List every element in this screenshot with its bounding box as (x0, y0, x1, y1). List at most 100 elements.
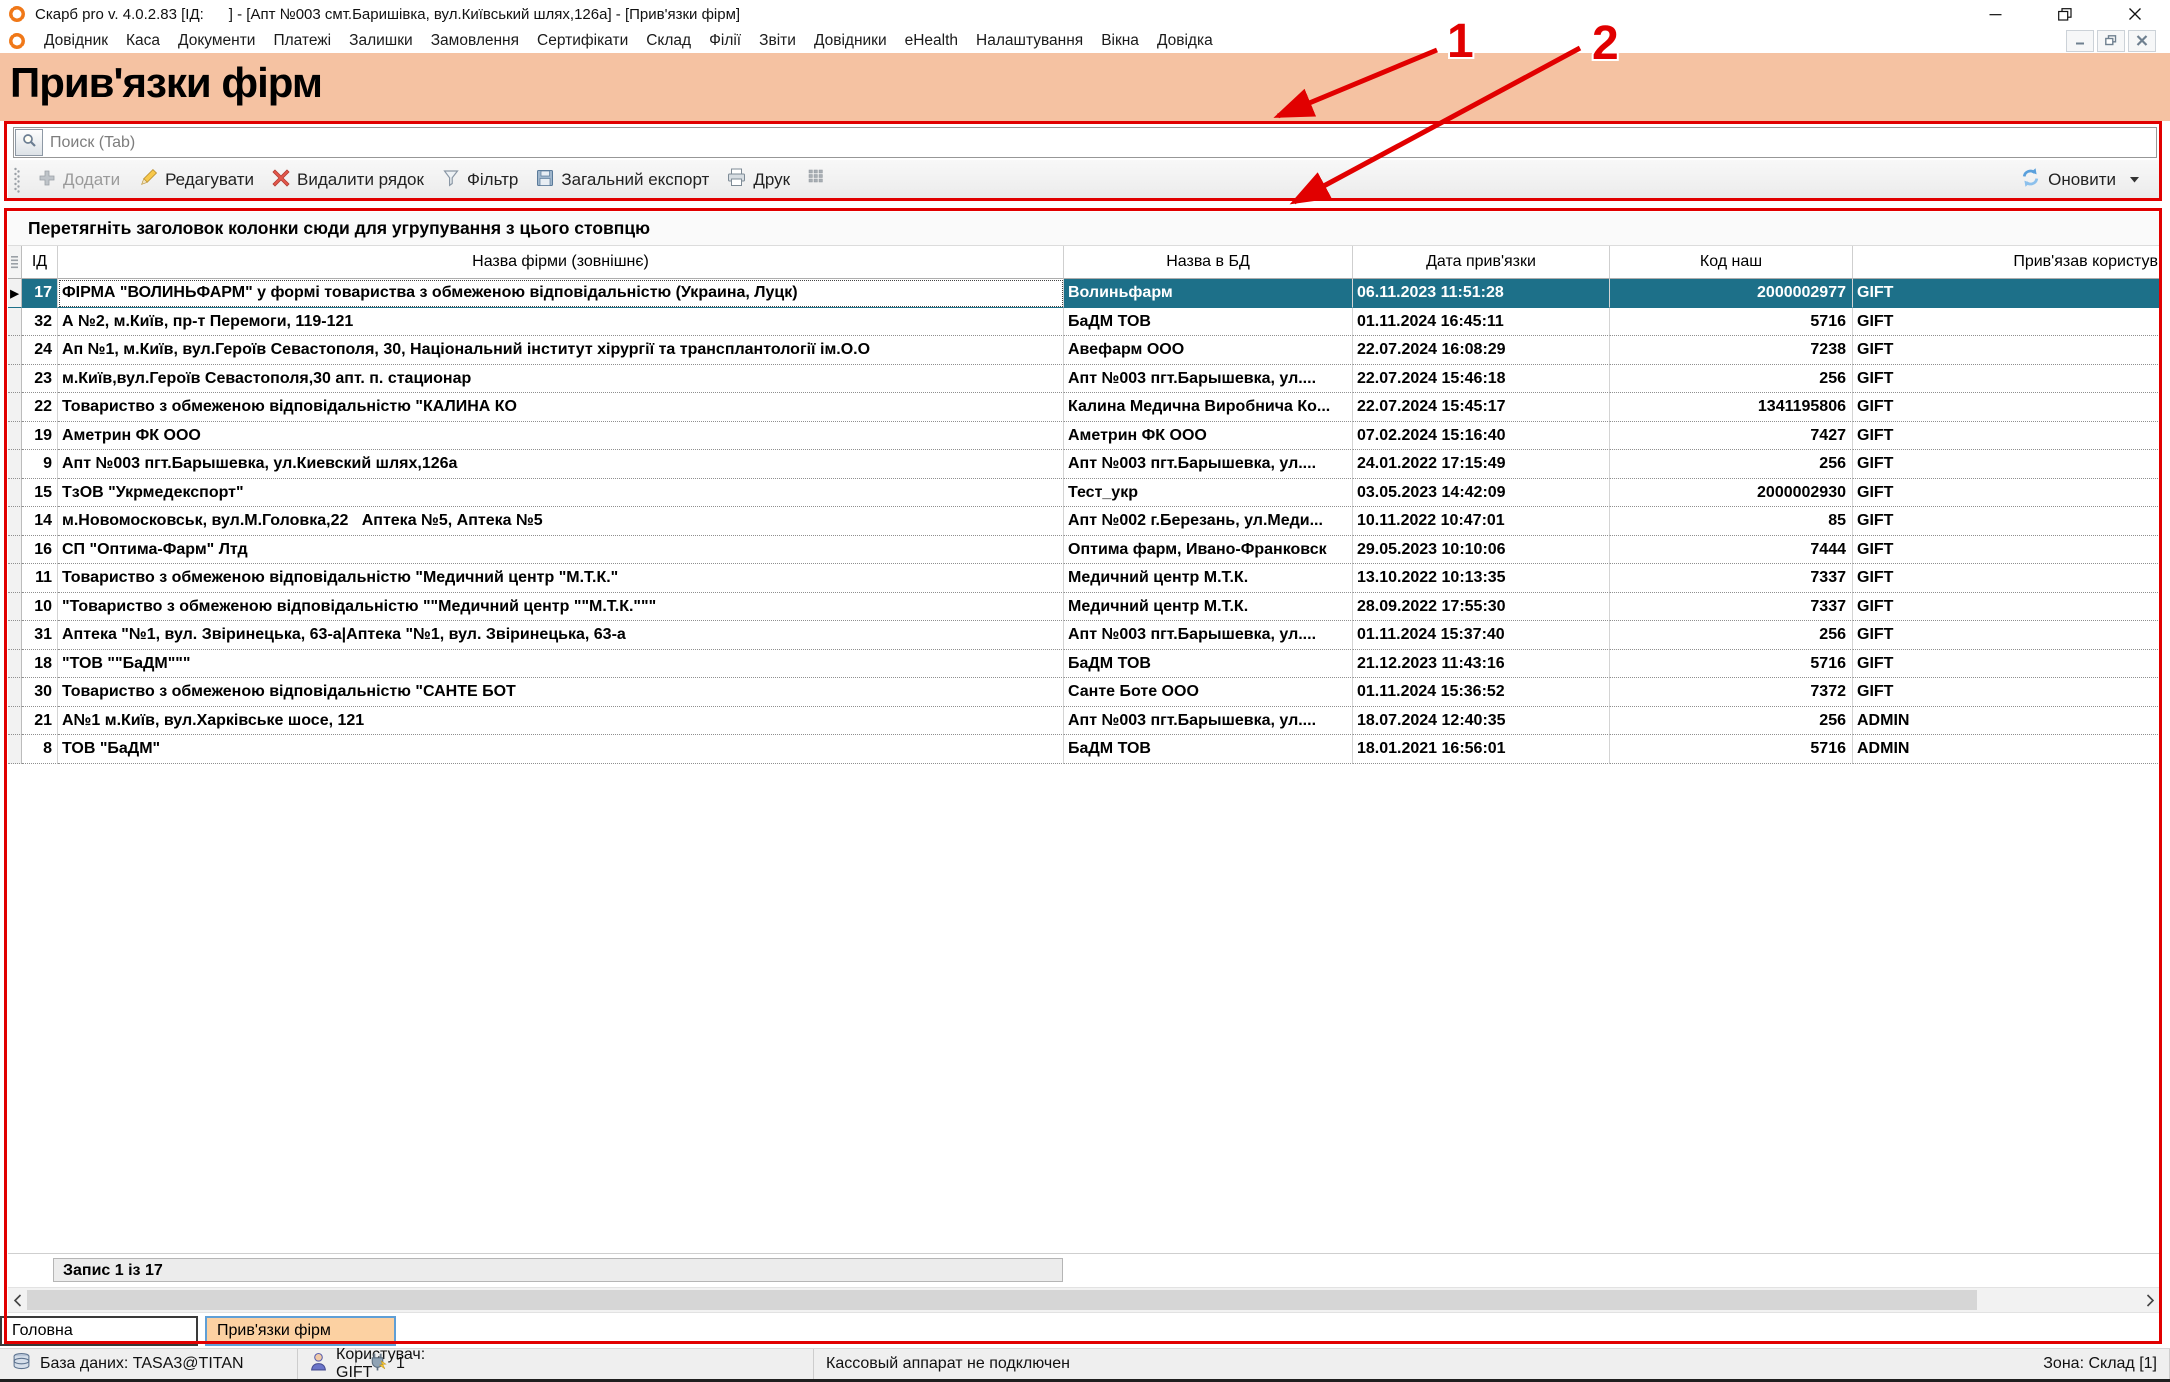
menu-item[interactable]: Каса (126, 31, 161, 49)
toolbar-grip-handle[interactable] (13, 166, 21, 194)
toolbar-button-label: Загальний експорт (561, 170, 710, 189)
chevron-down-icon[interactable] (2130, 177, 2139, 183)
table-row[interactable]: 22 Товариство з обмеженою відповідальніс… (8, 393, 2162, 422)
cell-id: 32 (22, 307, 58, 336)
firms-grid: ІД Назва фірми (зовнішнє) Назва в БД Дат… (8, 246, 2162, 764)
bottom-tab[interactable]: Головна (0, 1316, 198, 1346)
cell-bind-date: 01.11.2024 15:36:52 (1353, 678, 1610, 707)
toolbar-button-label: Додати (63, 170, 121, 189)
menu-item[interactable]: Довідник (44, 31, 109, 49)
menu-item[interactable]: Вікна (1101, 31, 1139, 49)
cell-id: 9 (22, 450, 58, 479)
cell-firm-name: м.Київ,вул.Героїв Севастополя,30 апт. п.… (58, 364, 1064, 393)
toolbar-button[interactable]: Редагувати (129, 164, 263, 196)
menu-item[interactable]: Налаштування (976, 31, 1084, 49)
mdi-close-button[interactable] (2128, 29, 2156, 52)
database-icon (12, 1352, 31, 1376)
cell-db-name: Апт №002 г.Березань, ул.Меди... (1064, 507, 1353, 536)
cell-id: 17 (22, 279, 58, 308)
column-header-id[interactable]: ІД (22, 246, 58, 279)
cell-bind-date: 28.09.2022 17:55:30 (1353, 592, 1610, 621)
menu-item[interactable]: Звіти (759, 31, 796, 49)
cell-bound-by-user: GIFT (1853, 621, 2162, 650)
menu-item[interactable]: Довідка (1156, 31, 1213, 49)
cell-firm-name: Ап №1, м.Київ, вул.Героїв Севастополя, 3… (58, 336, 1064, 365)
table-row[interactable]: 24 Ап №1, м.Київ, вул.Героїв Севастополя… (8, 336, 2162, 365)
refresh-icon (2020, 167, 2041, 193)
menu-item[interactable]: Філії (709, 31, 742, 49)
menu-item[interactable]: Склад (646, 31, 692, 49)
table-row[interactable]: 10 "Товариство з обмеженою відповідальні… (8, 592, 2162, 621)
menu-item[interactable]: Сертифікати (537, 31, 629, 49)
toolbar-button[interactable]: Друк (718, 164, 799, 196)
table-row[interactable]: 14 м.Новомосковськ, вул.М.Головка,22 Апт… (8, 507, 2162, 536)
table-row[interactable]: 17 ФІРМА "ВОЛИНЬФАРМ" у формі товариства… (8, 279, 2162, 308)
cell-bound-by-user: GIFT (1853, 393, 2162, 422)
table-row[interactable]: 21 А№1 м.Київ, вул.Харківське шосе, 121 … (8, 706, 2162, 735)
table-row[interactable]: 16 СП "Оптима-Фарм" Лтд Оптима фарм, Ива… (8, 535, 2162, 564)
table-row[interactable]: 8 ТОВ "БаДМ" БаДМ ТОВ 18.01.2021 16:56:0… (8, 735, 2162, 764)
table-row[interactable]: 23 м.Київ,вул.Героїв Севастополя,30 апт.… (8, 364, 2162, 393)
menu-item[interactable]: eHealth (904, 31, 959, 49)
cell-id: 16 (22, 535, 58, 564)
toolbar-button[interactable]: Додати (29, 164, 129, 196)
cell-id: 31 (22, 621, 58, 650)
menu-item[interactable]: Документи (178, 31, 256, 49)
toolbar-button[interactable] (799, 164, 840, 196)
cell-bound-by-user: GIFT (1853, 336, 2162, 365)
cell-db-name: Калина Медична Виробнича Ко... (1064, 393, 1353, 422)
restore-button[interactable] (2030, 0, 2100, 28)
bottom-tab[interactable]: Прив'язки фірм (205, 1316, 396, 1346)
table-row[interactable]: 32 А №2, м.Київ, пр-т Перемоги, 119-121 … (8, 307, 2162, 336)
cell-db-name: Апт №003 пгт.Барышевка, ул.... (1064, 621, 1353, 650)
chevron-right-icon[interactable] (2141, 1288, 2159, 1312)
table-row[interactable]: 31 Аптека "№1, вул. Звіринецька, 63-а|Ап… (8, 621, 2162, 650)
toolbar-button[interactable]: Загальний експорт (527, 164, 718, 196)
toolbar-button-label: Редагувати (165, 170, 255, 189)
menu-item[interactable]: Замовлення (430, 31, 520, 49)
table-row[interactable]: 19 Аметрин ФК ООО Аметрин ФК ООО 07.02.2… (8, 421, 2162, 450)
column-header-date[interactable]: Дата прив'язки (1353, 246, 1610, 279)
table-row[interactable]: 15 ТзОВ "Укрмедекспорт" Тест_укр 03.05.2… (8, 478, 2162, 507)
cell-bind-date: 22.07.2024 15:46:18 (1353, 364, 1610, 393)
mdi-minimize-button[interactable] (2066, 29, 2094, 52)
cell-id: 14 (22, 507, 58, 536)
mdi-restore-button[interactable] (2097, 29, 2125, 52)
table-row[interactable]: 30 Товариство з обмеженою відповідальніс… (8, 678, 2162, 707)
horizontal-scrollbar[interactable] (8, 1287, 2162, 1313)
menu-item[interactable]: Залишки (349, 31, 413, 49)
toolbar-button[interactable]: Фільтр (433, 164, 527, 196)
group-by-drop-zone[interactable]: Перетягніть заголовок колонки сюди для у… (8, 212, 2162, 246)
minimize-button[interactable] (1960, 0, 2030, 28)
table-row[interactable]: 11 Товариство з обмеженою відповідальніс… (8, 564, 2162, 593)
status-bar: База даних: TASA3@TITAN Користувач: GIFT… (0, 1346, 2170, 1382)
table-row[interactable]: 18 "ТОВ ""БаДМ""" БаДМ ТОВ 21.12.2023 11… (8, 649, 2162, 678)
search-input[interactable] (43, 132, 2156, 153)
status-section: 1 (356, 1349, 814, 1379)
cell-our-code: 7337 (1610, 592, 1853, 621)
table-row[interactable]: 9 Апт №003 пгт.Барышевка, ул.Киевский шл… (8, 450, 2162, 479)
print-icon (727, 168, 746, 192)
cell-bound-by-user: GIFT (1853, 535, 2162, 564)
refresh-button[interactable]: Оновити (2011, 164, 2148, 196)
menu-item[interactable]: Платежі (273, 31, 332, 49)
search-button[interactable] (15, 129, 43, 156)
plus-icon (38, 169, 56, 192)
refresh-button-label: Оновити (2048, 170, 2116, 189)
scrollbar-thumb[interactable] (27, 1290, 1977, 1310)
column-header-db[interactable]: Назва в БД (1064, 246, 1353, 279)
cell-bind-date: 01.11.2024 15:37:40 (1353, 621, 1610, 650)
app-logo-icon (8, 5, 26, 23)
group-by-hint: Перетягніть заголовок колонки сюди для у… (28, 218, 651, 238)
chevron-left-icon[interactable] (8, 1288, 26, 1312)
close-button[interactable] (2100, 0, 2170, 28)
menu-item[interactable]: Довідники (813, 31, 887, 49)
column-header-code[interactable]: Код наш (1610, 246, 1853, 279)
column-header-name[interactable]: Назва фірми (зовнішнє) (58, 246, 1064, 279)
cell-firm-name: ТОВ "БаДМ" (58, 735, 1064, 764)
cell-bound-by-user: GIFT (1853, 564, 2162, 593)
column-header-user[interactable]: Прив'язав користув (1853, 246, 2162, 279)
toolbar-button[interactable]: Видалити рядок (263, 164, 433, 196)
cell-db-name: Тест_укр (1064, 478, 1353, 507)
record-counter: Запис 1 із 17 (53, 1257, 1063, 1282)
